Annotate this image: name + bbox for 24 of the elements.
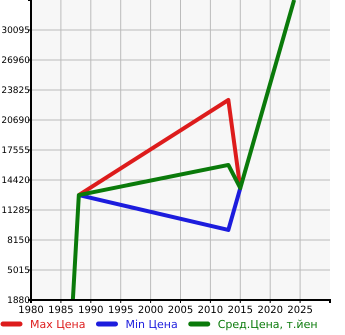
x-tick-label: 1990 xyxy=(78,305,104,316)
legend-label: Сред.Цена, т.йен xyxy=(218,318,318,331)
x-tick-label: 2010 xyxy=(198,305,224,316)
x-tick-label: 1995 xyxy=(108,305,134,316)
y-tick-label: 5015 xyxy=(7,266,30,276)
legend-label: Min Цена xyxy=(125,318,178,331)
x-tick-label: 1985 xyxy=(48,305,74,316)
y-tick-label: 23825 xyxy=(1,86,30,96)
x-tick-label: 1980 xyxy=(18,305,44,316)
x-tick-label: 2025 xyxy=(287,305,313,316)
y-tick-label: 1880 xyxy=(7,296,30,306)
y-tick-label: 17555 xyxy=(1,146,30,156)
y-tick-label: 26960 xyxy=(1,56,30,66)
legend-label: Max Цена xyxy=(30,318,86,331)
x-tick-label: 2000 xyxy=(138,305,164,316)
y-tick-label: 8150 xyxy=(7,236,30,246)
y-tick-label: 14420 xyxy=(1,176,30,186)
line-series xyxy=(70,0,296,300)
x-tick-label: 2015 xyxy=(228,305,254,316)
x-tick-label: 2005 xyxy=(168,305,194,316)
y-tick-label: 20690 xyxy=(1,116,30,126)
x-tick-label: 2020 xyxy=(257,305,283,316)
y-tick-label: 30095 xyxy=(1,26,30,36)
y-tick-label: 11285 xyxy=(1,206,30,216)
